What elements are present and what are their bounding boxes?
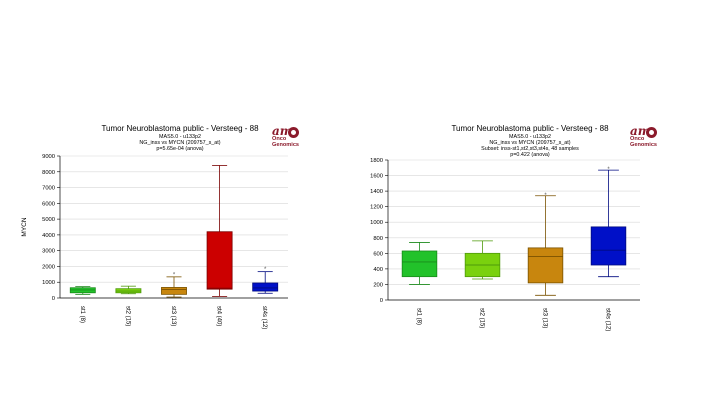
x-tick-label: st4 (40): [216, 306, 222, 326]
boxplot-chart: 0 1000 2000 3000 4000 5000 6000 7000 8000 9000 MYC…: [21, 154, 288, 329]
y-tick-label: 1600: [370, 174, 383, 180]
chart-title: Tumor Neuroblastoma public - Versteeg - …: [101, 124, 259, 133]
x-tick-label: st3 (13): [170, 306, 176, 326]
chart-subtitle-1: MAS5.0 - u133p2: [509, 134, 551, 140]
outlier-marker: *: [264, 267, 267, 273]
box: [590, 226, 627, 266]
y-tick-label: 1400: [370, 189, 383, 195]
y-tick-label: 0: [380, 298, 383, 304]
x-tick-label: st2 (15): [479, 308, 485, 328]
y-tick-label: 8000: [42, 170, 55, 176]
y-tick-label: 1200: [370, 205, 383, 211]
y-axis-label: MYCN: [21, 217, 28, 236]
chart-panel-right: Tumor Neuroblastoma public - Versteeg - …: [360, 0, 720, 416]
x-tick-label: st1 (8): [416, 308, 422, 325]
y-tick-label: 9000: [42, 154, 55, 160]
box: [527, 247, 564, 284]
x-tick-label: st2 (15): [124, 306, 130, 326]
outlier-marker: *: [173, 272, 176, 278]
box: [252, 282, 279, 292]
y-tick-label: 3000: [42, 249, 55, 255]
chart-subtitle-3: Subset: inss-st1,st2,st3,st4s, 48 sample…: [481, 146, 579, 152]
oncogenomics-logo: am Onco Genomics: [630, 124, 658, 148]
boxplot-chart: 020040060080010001200140016001800MYCNst1…: [370, 158, 640, 331]
y-tick-label: 1800: [370, 158, 383, 164]
chart-title: Tumor Neuroblastoma public - Versteeg - …: [451, 124, 609, 133]
chart-subtitle-2: NG_inss vs MYCN (209757_s_at): [139, 140, 221, 146]
y-tick-label: 1000: [42, 280, 55, 286]
y-tick-label: 7000: [42, 186, 55, 192]
y-tick-label: 200: [373, 282, 383, 288]
chart-subtitle-3: p=5.65e-04 (anova): [156, 146, 204, 152]
outlier-marker: *: [544, 193, 547, 199]
box: [401, 250, 438, 278]
oncogenomics-logo: am Onco Genomics: [272, 124, 300, 148]
y-tick-label: 4000: [42, 233, 55, 239]
x-tick-label: st1 (8): [79, 306, 85, 323]
y-tick-label: 5000: [42, 217, 55, 223]
x-tick-label: st4s (12): [605, 308, 611, 331]
y-tick-label: 2000: [42, 264, 55, 270]
outlier-marker: *: [607, 167, 610, 173]
y-tick-label: 0: [52, 296, 55, 302]
x-tick-label: st4s (12): [261, 306, 267, 329]
x-tick-label: st3 (13): [542, 308, 548, 328]
y-tick-label: 600: [373, 251, 383, 257]
y-tick-label: 400: [373, 267, 383, 273]
y-tick-label: 1000: [370, 220, 383, 226]
chart-subtitle-4: p=0.422 (anova): [510, 152, 550, 158]
chart-subtitle-2: NG_inss vs MYCN (209757_s_at): [489, 140, 571, 146]
box: [161, 287, 187, 295]
chart-panel-left: Tumor Neuroblastoma public - Versteeg - …: [21, 124, 300, 329]
y-tick-label: 6000: [42, 201, 55, 207]
y-tick-label: 800: [373, 236, 383, 242]
chart-subtitle-1: MAS5.0 - u133p2: [159, 134, 201, 140]
box: [206, 231, 233, 290]
